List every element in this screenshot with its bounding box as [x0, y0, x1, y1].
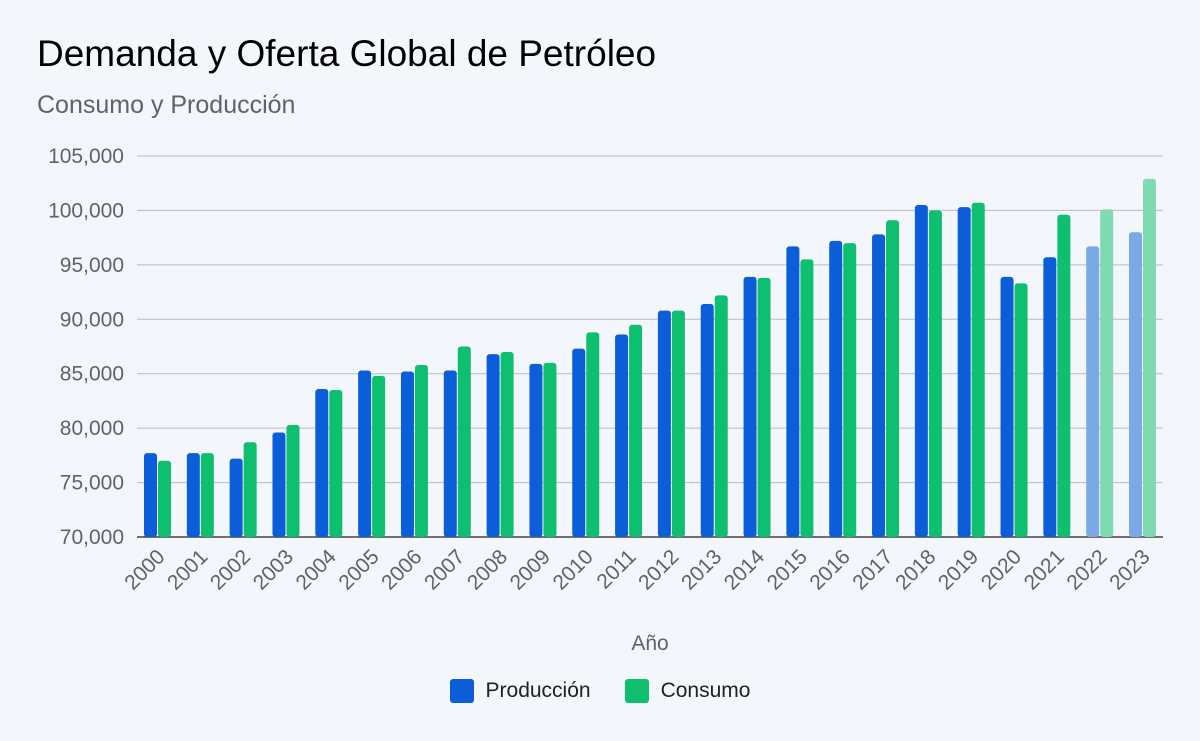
x-tick-label: 2010	[548, 545, 597, 594]
x-tick-label: 2007	[420, 545, 469, 594]
x-axis-ticks: 2000200120022003200420052006200720082009…	[120, 545, 1154, 595]
bar-consumo-2011[interactable]	[629, 324, 643, 537]
bar-produccion-2015[interactable]	[786, 246, 800, 537]
x-tick-label: 2003	[249, 545, 298, 594]
bar-produccion-2018[interactable]	[914, 204, 928, 537]
bar-produccion-2002[interactable]	[229, 458, 243, 537]
x-tick-label: 2000	[120, 545, 169, 594]
bar-consumo-2016[interactable]	[843, 243, 857, 538]
bar-consumo-2003[interactable]	[286, 424, 300, 537]
bar-produccion-2022[interactable]	[1086, 246, 1100, 537]
x-tick-label: 2021	[1020, 545, 1069, 594]
bar-consumo-2017[interactable]	[886, 220, 900, 537]
bars	[144, 178, 1156, 538]
bar-consumo-2013[interactable]	[714, 295, 728, 537]
x-tick-label: 2009	[506, 545, 555, 594]
legend: Producción Consumo	[0, 679, 1200, 703]
bar-consumo-2001[interactable]	[200, 453, 214, 537]
chart-title: Demanda y Oferta Global de Petróleo	[37, 33, 657, 74]
chart-subtitle: Consumo y Producción	[37, 91, 296, 119]
bar-produccion-2021[interactable]	[1043, 257, 1057, 537]
bar-produccion-2023[interactable]	[1129, 232, 1142, 537]
bar-consumo-2005[interactable]	[372, 375, 386, 537]
bar-consumo-2006[interactable]	[414, 365, 428, 537]
bar-consumo-2022[interactable]	[1100, 209, 1114, 537]
legend-swatch-consumo	[624, 679, 649, 703]
y-tick-label: 80,000	[60, 417, 124, 440]
bar-produccion-2008[interactable]	[486, 354, 500, 537]
x-tick-label: 2019	[934, 545, 983, 594]
bar-produccion-2014[interactable]	[743, 276, 757, 537]
bar-consumo-2008[interactable]	[500, 351, 514, 537]
bar-consumo-2014[interactable]	[757, 277, 771, 537]
x-tick-label: 2022	[1062, 545, 1111, 594]
bar-consumo-2021[interactable]	[1057, 214, 1071, 538]
legend-item-produccion[interactable]: Producción	[449, 679, 591, 703]
x-tick-label: 2002	[206, 545, 255, 594]
bar-consumo-2009[interactable]	[543, 362, 557, 537]
bar-consumo-2019[interactable]	[971, 202, 985, 537]
x-tick-label: 2006	[377, 545, 426, 594]
bar-produccion-2012[interactable]	[657, 310, 671, 537]
bar-consumo-2012[interactable]	[671, 310, 685, 537]
x-tick-label: 2018	[891, 545, 940, 594]
bar-produccion-2005[interactable]	[358, 370, 372, 537]
bar-consumo-2018[interactable]	[928, 210, 942, 537]
bar-produccion-2000[interactable]	[144, 453, 157, 537]
bar-consumo-2000[interactable]	[158, 460, 171, 537]
x-tick-label: 2015	[763, 545, 812, 594]
y-tick-label: 70,000	[60, 526, 124, 549]
bar-produccion-2020[interactable]	[1000, 276, 1014, 537]
x-tick-label: 2023	[1105, 545, 1154, 594]
x-tick-label: 2001	[163, 545, 212, 594]
bar-consumo-2007[interactable]	[457, 346, 471, 538]
x-tick-label: 2004	[292, 545, 342, 595]
bar-produccion-2010[interactable]	[572, 348, 586, 537]
x-tick-label: 2008	[463, 545, 512, 594]
bar-consumo-2015[interactable]	[800, 259, 814, 537]
y-tick-label: 95,000	[60, 254, 124, 277]
legend-swatch-produccion	[449, 679, 474, 703]
bar-consumo-2004[interactable]	[329, 390, 343, 537]
bar-consumo-2010[interactable]	[586, 332, 600, 537]
x-tick-label: 2012	[634, 545, 683, 594]
bar-consumo-2020[interactable]	[1014, 283, 1028, 537]
gridlines	[137, 155, 1163, 538]
y-tick-label: 85,000	[60, 363, 124, 386]
bar-produccion-2019[interactable]	[957, 207, 971, 538]
bar-produccion-2017[interactable]	[872, 234, 886, 537]
legend-label-consumo: Consumo	[660, 679, 751, 702]
x-tick-label: 2020	[977, 545, 1026, 594]
x-axis-label: Año	[631, 632, 668, 655]
x-tick-label: 2013	[677, 545, 726, 594]
y-tick-label: 75,000	[60, 472, 124, 495]
x-tick-label: 2005	[334, 545, 383, 594]
y-tick-label: 100,000	[48, 199, 124, 222]
bar-consumo-2023[interactable]	[1143, 178, 1156, 538]
bar-produccion-2003[interactable]	[272, 432, 286, 537]
x-tick-label: 2014	[720, 545, 770, 595]
bar-produccion-2006[interactable]	[400, 371, 414, 537]
legend-item-consumo[interactable]: Consumo	[624, 679, 751, 703]
x-tick-label: 2016	[805, 545, 854, 594]
y-tick-label: 105,000	[48, 145, 124, 168]
bar-produccion-2013[interactable]	[700, 304, 714, 537]
legend-label-produccion: Producción	[485, 679, 591, 702]
x-tick-label: 2017	[848, 545, 897, 594]
y-axis-ticks: 70,000 75,000 80,000 85,000 90,000 95,000 100,…	[48, 145, 124, 549]
y-tick-label: 90,000	[60, 308, 124, 331]
x-tick-label: 2011	[592, 545, 640, 593]
bar-produccion-2011[interactable]	[615, 334, 629, 537]
bar-produccion-2001[interactable]	[186, 453, 200, 537]
bar-consumo-2002[interactable]	[243, 442, 257, 537]
bar-produccion-2016[interactable]	[829, 240, 843, 537]
bar-produccion-2007[interactable]	[443, 370, 457, 537]
bar-produccion-2004[interactable]	[315, 388, 329, 537]
bar-produccion-2009[interactable]	[529, 363, 543, 537]
